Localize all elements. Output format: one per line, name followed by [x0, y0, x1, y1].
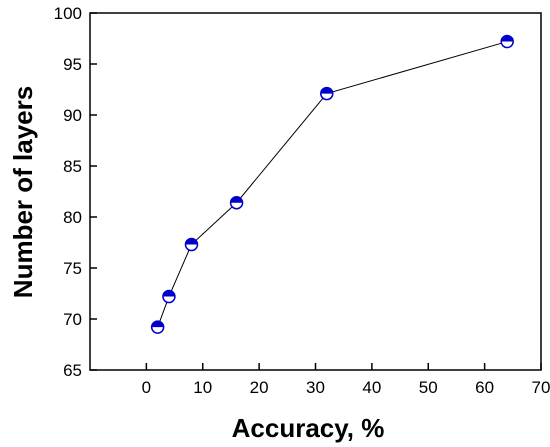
series-line: [157, 41, 508, 328]
y-tick-label: 75: [63, 259, 82, 278]
data-point-outline: [162, 289, 176, 304]
data-point-outline: [184, 237, 199, 252]
data-point-outline: [229, 195, 244, 210]
x-tick-label: 70: [532, 378, 550, 397]
data-point-outline: [150, 320, 165, 334]
data-point: [500, 34, 514, 49]
data-point: [229, 195, 244, 210]
x-tick-label: 40: [362, 378, 381, 397]
y-tick-label: 100: [54, 4, 82, 23]
x-axis-ticks: 0 10 20 30 40 50 60 70: [142, 363, 550, 397]
data-point: [162, 289, 176, 304]
data-point-outline: [320, 86, 334, 101]
x-tick-label: 20: [250, 378, 269, 397]
y-tick-label: 70: [63, 310, 82, 329]
x-tick-label: 60: [475, 378, 494, 397]
x-axis-title: Accuracy, %: [232, 413, 385, 443]
x-tick-label: 0: [142, 378, 151, 397]
data-point: [150, 320, 165, 334]
y-axis-title: Number of layers: [8, 86, 38, 298]
plot-frame: [89, 12, 542, 371]
data-points: [150, 34, 514, 334]
data-point: [184, 237, 199, 252]
y-tick-label: 90: [63, 106, 82, 125]
y-tick-label: 80: [63, 208, 82, 227]
y-tick-label: 85: [63, 157, 82, 176]
y-tick-label: 95: [63, 55, 82, 74]
x-tick-label: 30: [306, 378, 325, 397]
y-tick-label: 65: [63, 361, 82, 380]
data-point: [320, 86, 334, 101]
x-tick-label: 50: [419, 378, 438, 397]
y-axis-ticks: 65 70 75 80 85 90 95 100: [54, 4, 97, 380]
x-tick-label: 10: [193, 378, 212, 397]
data-point-outline: [500, 34, 514, 49]
